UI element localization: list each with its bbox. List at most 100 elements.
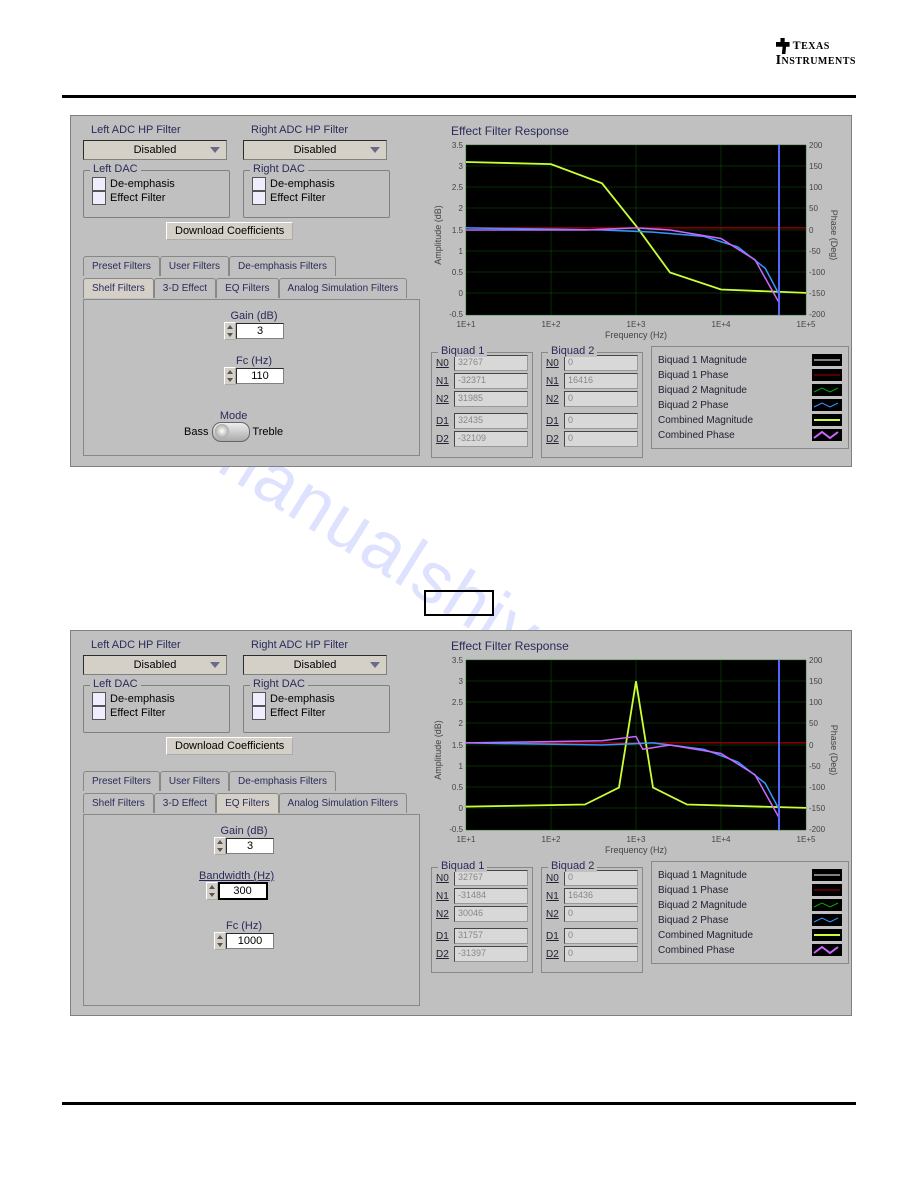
- left-effect-checkbox[interactable]: Effect Filter: [92, 191, 221, 205]
- svg-text:-0.5: -0.5: [449, 825, 463, 834]
- tab-user-2[interactable]: User Filters: [160, 771, 229, 791]
- svg-text:50: 50: [809, 204, 818, 213]
- gain-spin-2[interactable]: [214, 837, 226, 855]
- tab-row-1: Preset Filters User Filters De-emphasis …: [83, 256, 336, 276]
- svg-text:0: 0: [809, 226, 814, 235]
- svg-text:-50: -50: [809, 762, 821, 771]
- bq1-d1: 32435: [454, 413, 528, 429]
- fc-input[interactable]: 110: [236, 368, 284, 384]
- bq1-n2: 31985: [454, 391, 528, 407]
- right-adc-label-2: Right ADC HP Filter: [251, 639, 348, 651]
- svg-text:3: 3: [459, 677, 464, 686]
- tab-deemph-2[interactable]: De-emphasis Filters: [229, 771, 336, 791]
- panel-eq: Left ADC HP Filter Right ADC HP Filter D…: [70, 630, 852, 1016]
- tab-eq-2[interactable]: EQ Filters: [216, 793, 278, 813]
- bw-spin[interactable]: [206, 882, 218, 900]
- svg-text:1E+1: 1E+1: [457, 320, 476, 329]
- right-deemph-checkbox[interactable]: De-emphasis: [252, 177, 381, 191]
- legend-2: Biquad 1 Magnitude Biquad 1 Phase Biquad…: [651, 861, 849, 964]
- fc-spin-2[interactable]: [214, 932, 226, 950]
- svg-text:0.5: 0.5: [452, 783, 464, 792]
- left-deemph-checkbox-2[interactable]: De-emphasis: [92, 692, 221, 706]
- tab-row-2: Shelf Filters 3-D Effect EQ Filters Anal…: [83, 278, 407, 298]
- tab-3d[interactable]: 3-D Effect: [154, 278, 216, 298]
- bq2b-n1: 16436: [564, 888, 638, 904]
- left-dac-group: Left DAC De-emphasis Effect Filter: [83, 170, 230, 218]
- svg-text:150: 150: [809, 677, 823, 686]
- right-dac-group: Right DAC De-emphasis Effect Filter: [243, 170, 390, 218]
- svg-text:-100: -100: [809, 268, 826, 277]
- right-effect-checkbox-2[interactable]: Effect Filter: [252, 706, 381, 720]
- download-button[interactable]: Download Coefficients: [166, 222, 293, 240]
- treble-label: Treble: [252, 426, 283, 438]
- fc-input-2[interactable]: 1000: [226, 933, 274, 949]
- bq2b-n2: 0: [564, 906, 638, 922]
- right-effect-checkbox[interactable]: Effect Filter: [252, 191, 381, 205]
- ti-logo: TEXAS INSTRUMENTS: [776, 38, 856, 68]
- bq2-n0: 0: [564, 355, 638, 371]
- tab-user[interactable]: User Filters: [160, 256, 229, 276]
- svg-text:2.5: 2.5: [452, 183, 464, 192]
- tab-shelf-2[interactable]: Shelf Filters: [83, 793, 154, 813]
- right-adc-label: Right ADC HP Filter: [251, 124, 348, 136]
- tab-analog[interactable]: Analog Simulation Filters: [279, 278, 408, 298]
- svg-text:1E+2: 1E+2: [542, 835, 561, 844]
- bq2-n1: 16416: [564, 373, 638, 389]
- svg-text:Phase (Deg): Phase (Deg): [829, 210, 839, 261]
- mode-switch[interactable]: [212, 422, 250, 442]
- right-adc-dropdown-2[interactable]: Disabled: [243, 655, 387, 675]
- left-deemph-checkbox[interactable]: De-emphasis: [92, 177, 221, 191]
- bq1b-d2: -31397: [454, 946, 528, 962]
- right-adc-dropdown[interactable]: Disabled: [243, 140, 387, 160]
- svg-text:1.5: 1.5: [452, 741, 464, 750]
- svg-text:200: 200: [809, 656, 823, 665]
- bq1-n1: -32371: [454, 373, 528, 389]
- gain-spin[interactable]: [224, 322, 236, 340]
- svg-text:2.5: 2.5: [452, 698, 464, 707]
- bass-label: Bass: [184, 426, 208, 438]
- gain-input[interactable]: 3: [236, 323, 284, 339]
- svg-text:1E+5: 1E+5: [797, 835, 816, 844]
- svg-text:Amplitude (dB): Amplitude (dB): [433, 720, 443, 780]
- fc-spin[interactable]: [224, 367, 236, 385]
- chart-title-2: Effect Filter Response: [451, 639, 569, 653]
- svg-text:1: 1: [459, 247, 464, 256]
- chart-2: 3.532.521.510.50-0.5 200150100500-50-100…: [431, 655, 841, 855]
- bq2b-d1: 0: [564, 928, 638, 944]
- download-button-2[interactable]: Download Coefficients: [166, 737, 293, 755]
- tab-deemph[interactable]: De-emphasis Filters: [229, 256, 336, 276]
- bw-input[interactable]: 300: [218, 882, 268, 900]
- bq2-n2: 0: [564, 391, 638, 407]
- legend-1: Biquad 1 Magnitude Biquad 1 Phase Biquad…: [651, 346, 849, 449]
- right-deemph-checkbox-2[interactable]: De-emphasis: [252, 692, 381, 706]
- svg-text:-100: -100: [809, 783, 826, 792]
- tab-shelf[interactable]: Shelf Filters: [83, 278, 154, 298]
- tab-body-eq: Gain (dB) 3 Bandwidth (Hz) 300 Fc (Hz) 1…: [83, 814, 420, 1006]
- tab-3d-2[interactable]: 3-D Effect: [154, 793, 216, 813]
- svg-text:1E+3: 1E+3: [627, 320, 646, 329]
- svg-text:-200: -200: [809, 825, 826, 834]
- bq1b-n0: 32767: [454, 870, 528, 886]
- left-dac-group-2: Left DAC De-emphasis Effect Filter: [83, 685, 230, 733]
- bq1-n0: 32767: [454, 355, 528, 371]
- left-adc-dropdown-2[interactable]: Disabled: [83, 655, 227, 675]
- svg-text:3.5: 3.5: [452, 656, 464, 665]
- bq1b-n2: 30046: [454, 906, 528, 922]
- tab-preset-2[interactable]: Preset Filters: [83, 771, 160, 791]
- tab-row-1b: Preset Filters User Filters De-emphasis …: [83, 771, 336, 791]
- bq2-d2: 0: [564, 431, 638, 447]
- gain-label: Gain (dB): [224, 310, 284, 322]
- tab-preset[interactable]: Preset Filters: [83, 256, 160, 276]
- left-adc-dropdown[interactable]: Disabled: [83, 140, 227, 160]
- chart-1: 3.532.521.510.50-0.5 200150100500-50-100…: [431, 140, 841, 340]
- svg-text:0.5: 0.5: [452, 268, 464, 277]
- gain-input-2[interactable]: 3: [226, 838, 274, 854]
- svg-text:3.5: 3.5: [452, 141, 464, 150]
- svg-text:200: 200: [809, 141, 823, 150]
- left-effect-checkbox-2[interactable]: Effect Filter: [92, 706, 221, 720]
- tab-eq[interactable]: EQ Filters: [216, 278, 278, 298]
- tab-analog-2[interactable]: Analog Simulation Filters: [279, 793, 408, 813]
- svg-text:0: 0: [459, 289, 464, 298]
- svg-text:2: 2: [459, 204, 464, 213]
- svg-text:1E+4: 1E+4: [712, 835, 731, 844]
